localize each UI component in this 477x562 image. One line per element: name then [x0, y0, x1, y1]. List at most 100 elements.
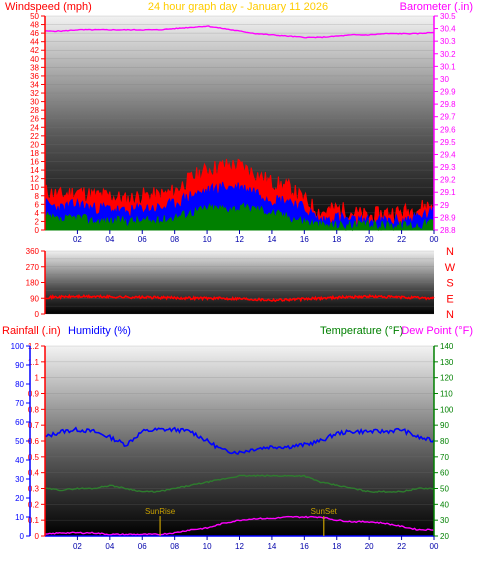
temperature-tick-label: 20 — [440, 532, 449, 541]
temperature-tick-label: 70 — [440, 453, 449, 462]
temperature-tick-label: 80 — [440, 437, 449, 446]
windspeed-tick-label: 2 — [35, 217, 40, 226]
climate-x-tick-label: 18 — [332, 542, 341, 551]
direction-tick-label: 90 — [30, 294, 39, 303]
windspeed-tick-label: 14 — [30, 166, 39, 175]
barometer-tick-label: 29 — [440, 201, 449, 210]
climate-x-tick-label: 08 — [170, 542, 179, 551]
tick-layer: 0246810121416182022242628303234363840424… — [11, 12, 456, 551]
humidity-axis-title: Humidity (%) — [68, 325, 131, 337]
climate-x-tick-label: 14 — [267, 542, 276, 551]
climate-x-tick-label: 20 — [365, 542, 374, 551]
rainfall-tick-label: 1 — [35, 374, 40, 383]
temperature-tick-label: 30 — [440, 516, 449, 525]
rainfall-tick-label: 1.2 — [28, 342, 40, 351]
barometer-tick-label: 29.3 — [440, 163, 456, 172]
temperature-tick-label: 40 — [440, 500, 449, 509]
temperature-tick-label: 110 — [440, 390, 453, 399]
humidity-tick-label: 10 — [15, 513, 24, 522]
direction-tick-label: 180 — [26, 279, 40, 288]
windspeed-tick-label: 42 — [30, 46, 39, 55]
windspeed-tick-label: 8 — [35, 192, 40, 201]
wind-x-tick-label: 04 — [105, 235, 114, 244]
humidity-series — [44, 426, 435, 455]
wind-x-tick-label: 06 — [138, 235, 147, 244]
wind-average-series — [44, 181, 435, 231]
temperature-tick-label: 140 — [440, 342, 454, 351]
wind-x-tick-label: 18 — [332, 235, 341, 244]
barometer-tick-label: 29.7 — [440, 113, 456, 122]
humidity-tick-label: 20 — [15, 494, 24, 503]
windspeed-tick-label: 10 — [30, 183, 39, 192]
barometer-tick-label: 30.4 — [440, 25, 456, 34]
temperature-series — [44, 474, 435, 494]
temperature-tick-label: 90 — [440, 421, 449, 430]
rainfall-tick-label: 0.3 — [28, 485, 40, 494]
windspeed-tick-label: 18 — [30, 149, 39, 158]
wind-x-tick-label: 22 — [397, 235, 406, 244]
climate-x-tick-label: 02 — [73, 542, 82, 551]
barometer-tick-label: 28.9 — [440, 213, 456, 222]
temperature-tick-label: 130 — [440, 358, 454, 367]
barometer-series — [44, 25, 434, 39]
wind-x-tick-label: 14 — [267, 235, 276, 244]
humidity-tick-label: 80 — [15, 380, 24, 389]
barometer-axis-title: Barometer (.in) — [400, 1, 473, 13]
windspeed-tick-label: 20 — [30, 140, 39, 149]
direction-tick-label: 360 — [26, 247, 40, 256]
windspeed-axis-title: Windspeed (mph) — [5, 1, 92, 13]
temperature-axis-title: Temperature (°F) — [320, 325, 403, 337]
rainfall-tick-label: 0.5 — [28, 453, 40, 462]
barometer-tick-label: 29.2 — [440, 176, 456, 185]
windspeed-tick-label: 38 — [30, 63, 39, 72]
barometer-tick-label: 30.3 — [440, 37, 456, 46]
wind-x-tick-label: 16 — [300, 235, 309, 244]
barometer-tick-label: 29.6 — [440, 125, 456, 134]
rainfall-tick-label: 0.1 — [28, 516, 40, 525]
wind-x-tick-label: 20 — [365, 235, 374, 244]
compass-label-n: N — [446, 309, 454, 321]
windspeed-tick-label: 4 — [35, 209, 40, 218]
wind-x-tick-label: 00 — [430, 235, 439, 244]
rainfall-tick-label: 0.4 — [28, 469, 40, 478]
windspeed-tick-label: 36 — [30, 72, 39, 81]
humidity-tick-label: 0 — [20, 532, 25, 541]
temperature-tick-label: 50 — [440, 485, 449, 494]
direction-tick-label: 270 — [26, 263, 40, 272]
rainfall-tick-label: 0.9 — [28, 390, 40, 399]
windspeed-tick-label: 28 — [30, 106, 39, 115]
wind-x-tick-label: 12 — [235, 235, 244, 244]
windspeed-tick-label: 40 — [30, 55, 39, 64]
temperature-tick-label: 100 — [440, 405, 454, 414]
climate-x-tick-label: 12 — [235, 542, 244, 551]
rainfall-tick-label: 0.7 — [28, 421, 40, 430]
humidity-tick-label: 90 — [15, 361, 24, 370]
barometer-tick-label: 30.5 — [440, 12, 456, 21]
barometer-tick-label: 29.8 — [440, 100, 456, 109]
compass-label-e: E — [446, 293, 453, 305]
windspeed-tick-label: 44 — [30, 38, 39, 47]
windspeed-tick-label: 6 — [35, 200, 40, 209]
compass-label-w: W — [445, 262, 456, 274]
barometer-tick-label: 28.8 — [440, 226, 456, 235]
barometer-tick-label: 30.2 — [440, 50, 456, 59]
climate-x-tick-label: 22 — [397, 542, 406, 551]
dewpoint-series — [44, 515, 435, 536]
climate-x-tick-label: 06 — [138, 542, 147, 551]
barometer-tick-label: 29.4 — [440, 150, 456, 159]
humidity-tick-label: 40 — [15, 456, 24, 465]
rainfall-tick-label: 0.6 — [28, 437, 40, 446]
wind-direction-series — [44, 293, 435, 303]
direction-tick-label: 0 — [35, 310, 40, 319]
windspeed-tick-label: 26 — [30, 115, 39, 124]
climate-x-tick-label: 10 — [203, 542, 212, 551]
barometer-tick-label: 29.9 — [440, 88, 456, 97]
windspeed-tick-label: 24 — [30, 123, 39, 132]
barometer-tick-label: 29.5 — [440, 138, 456, 147]
compass-label-s: S — [446, 278, 453, 290]
rainfall-tick-label: 0.2 — [28, 500, 40, 509]
windspeed-tick-label: 12 — [30, 175, 39, 184]
temperature-tick-label: 60 — [440, 469, 449, 478]
